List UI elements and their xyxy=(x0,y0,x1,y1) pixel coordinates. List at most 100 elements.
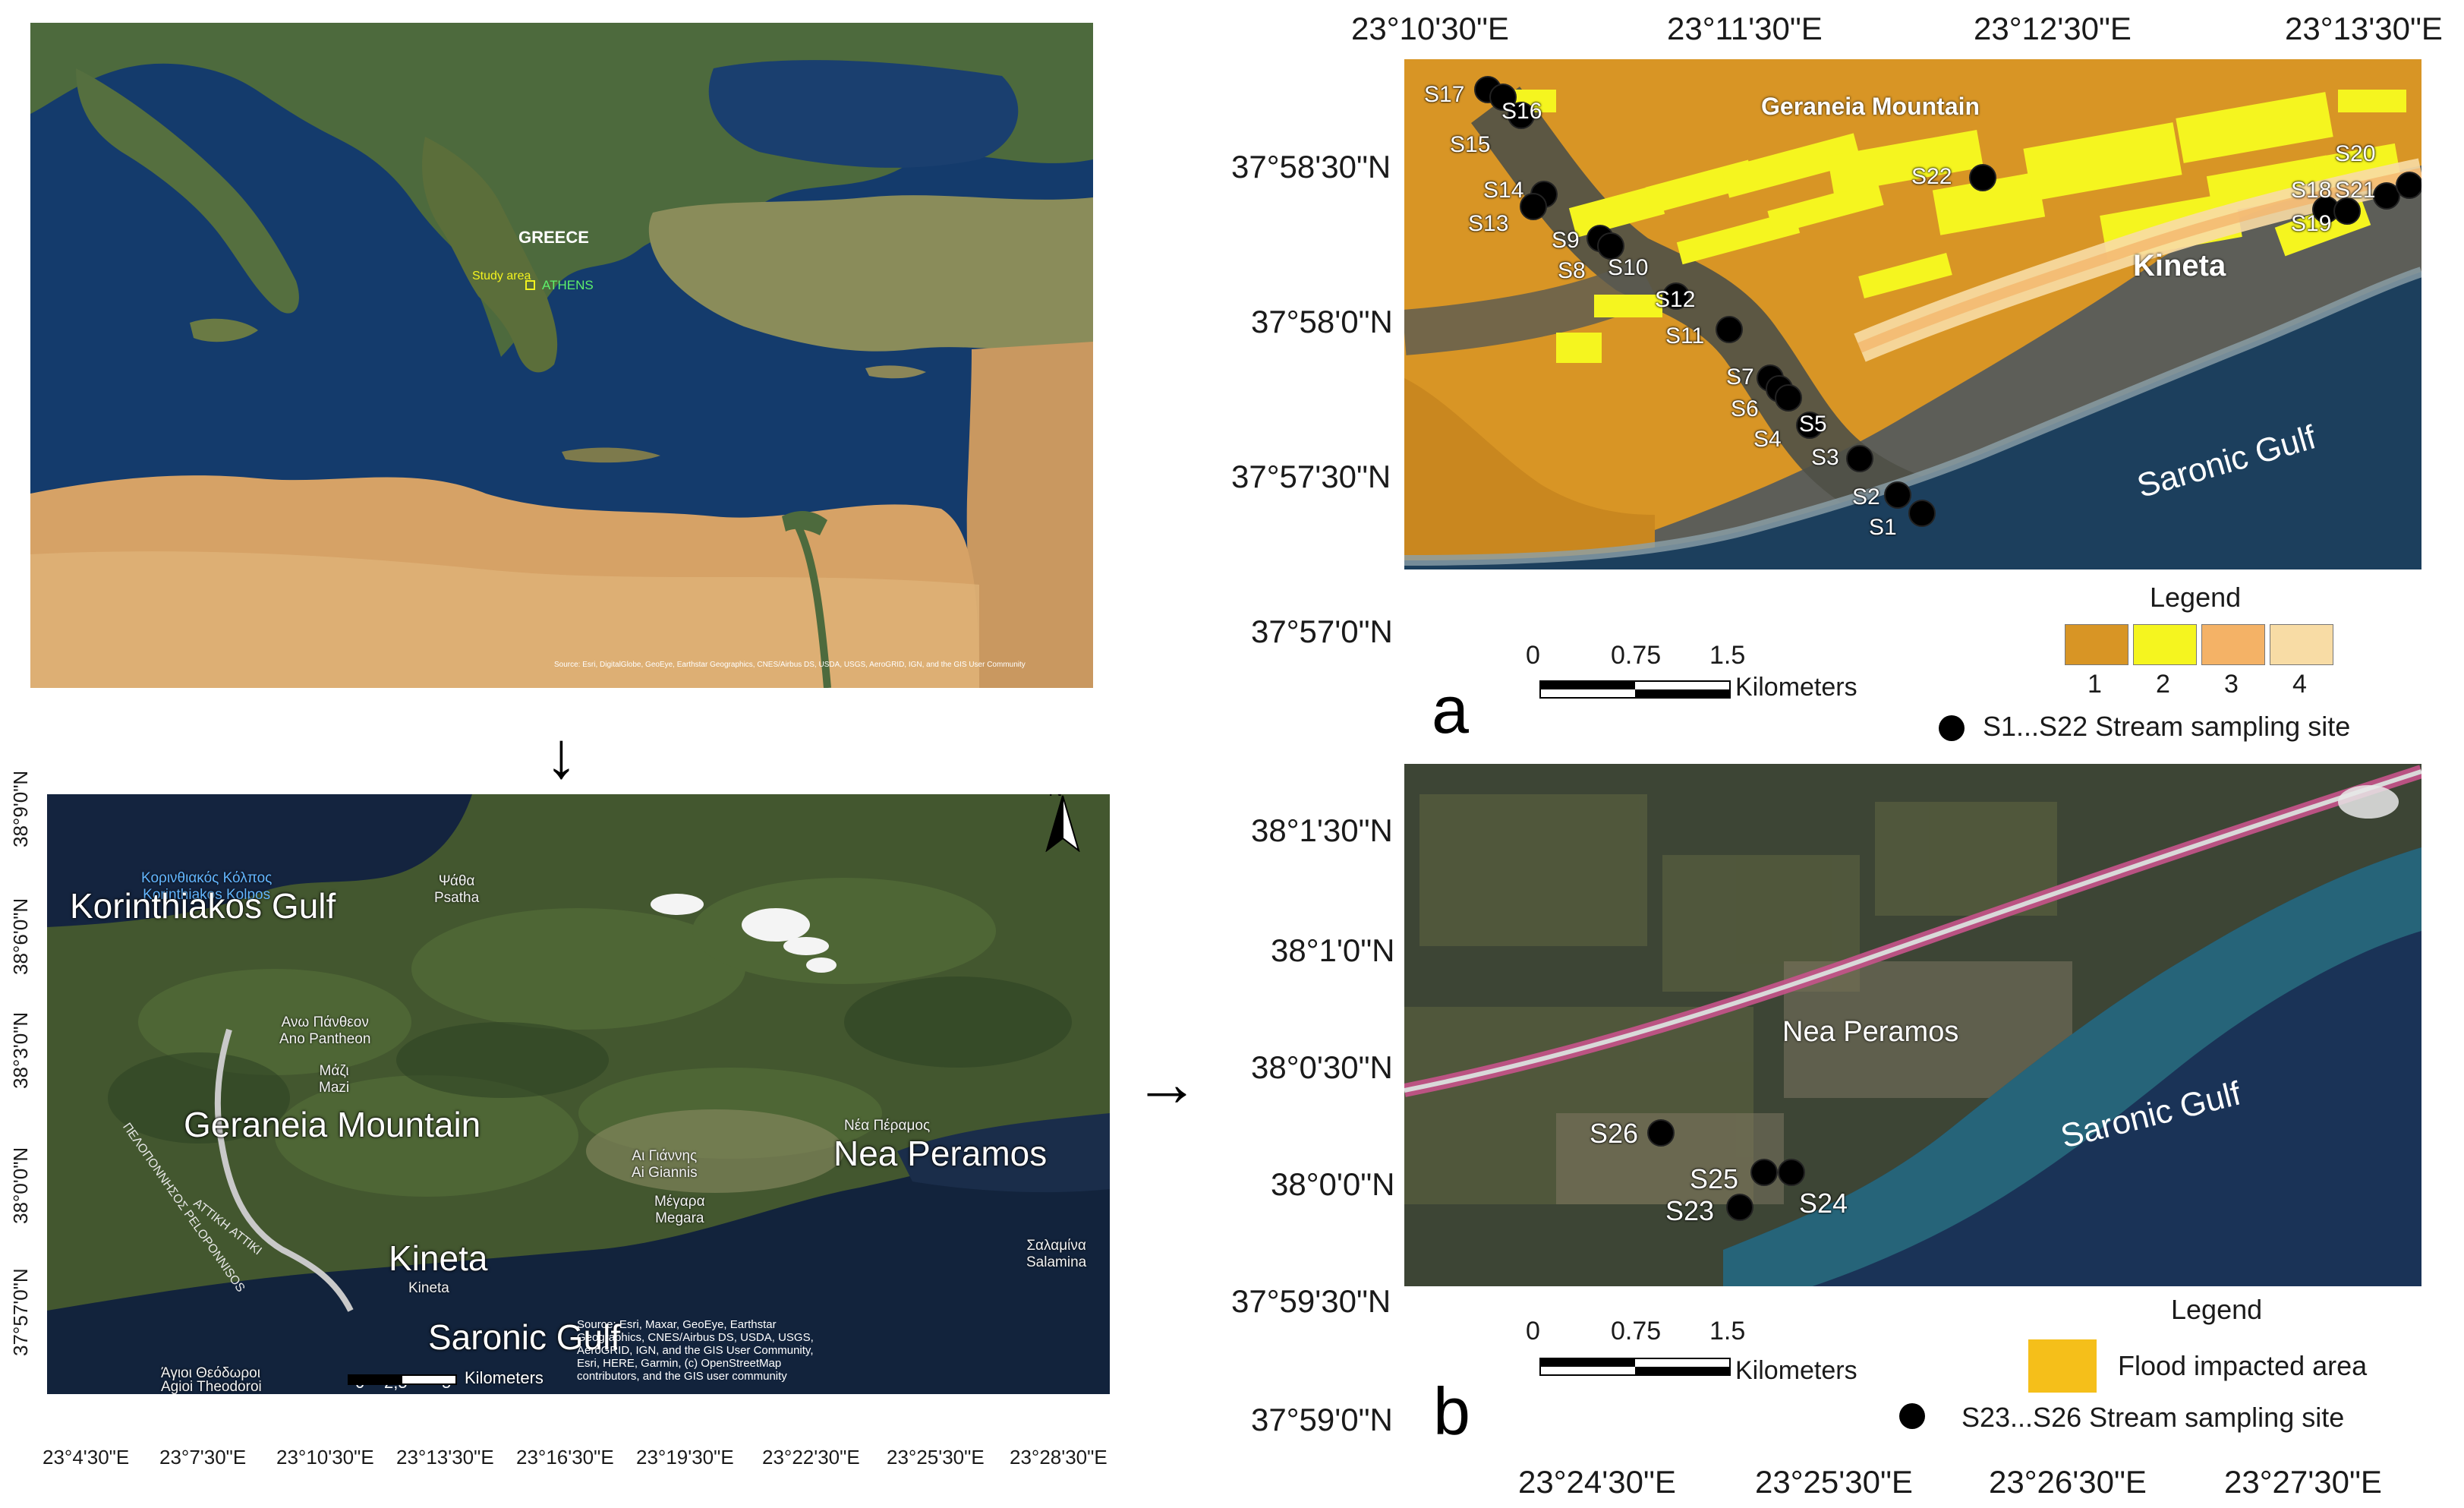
panel-a-lon-tick-2: 23°12'30"E xyxy=(1974,11,2132,46)
panel-a-lon-tick-3: 23°13'30"E xyxy=(2285,11,2443,46)
site-label-s17: S17 xyxy=(1424,82,1465,107)
panel-a-letter: a xyxy=(1432,672,1469,747)
site-label-s14: S14 xyxy=(1483,178,1524,203)
saronic-gulf-label: Saronic Gulf xyxy=(428,1317,621,1357)
panel-b-letter: b xyxy=(1433,1374,1470,1449)
panel-b-lon-tick-2: 23°26'30"E xyxy=(1989,1464,2147,1500)
site-label-s12: S12 xyxy=(1655,287,1696,312)
site-label-s4: S4 xyxy=(1753,427,1782,452)
psatha-label: Ψάθα Psatha xyxy=(434,873,479,907)
panel-a-lat-tick-3: 37°57'0"N xyxy=(1251,614,1393,649)
regional-map-imagery xyxy=(47,794,1110,1394)
panel-b-legend: b 0 0.75 1.5 Kilometers Legend Flood imp… xyxy=(1404,1286,2421,1461)
salamina-greek: Σαλαμίνα xyxy=(1026,1238,1086,1254)
site-label-s3: S3 xyxy=(1811,445,1839,470)
panel-a-legend-site: S1...S22 Stream sampling site xyxy=(1983,711,2351,742)
site-label-s1: S1 xyxy=(1869,515,1897,540)
regional-lon-tick-6: 23°22'30"E xyxy=(762,1446,860,1469)
nea-peramos-greek-label: Νέα Πέραμος xyxy=(844,1118,930,1134)
site-label-s24: S24 xyxy=(1799,1188,1848,1219)
site-label-s18: S18 xyxy=(2291,178,2332,203)
site-marker-s24 xyxy=(1778,1159,1805,1186)
panel-a-legend: a 0 0.75 1.5 Kilometers Legend 1 2 3 4 S… xyxy=(1404,569,2421,761)
north-letter: N xyxy=(1048,794,1063,801)
legend-swatch-flood xyxy=(2028,1339,2097,1393)
site-label-s20: S20 xyxy=(2335,141,2376,166)
kineta-small-label: Kineta xyxy=(408,1280,449,1296)
site-marker-s22 xyxy=(1969,164,1996,191)
site-label-s9: S9 xyxy=(1552,228,1580,253)
ano-pantheon-latin: Ano Pantheon xyxy=(279,1031,371,1047)
megara-label: Μέγαρα Megara xyxy=(654,1194,705,1227)
site-label-s11: S11 xyxy=(1665,323,1705,349)
panel-a-scale-tick-1: 0.75 xyxy=(1611,641,1662,670)
site-marker-s2 xyxy=(1884,481,1911,509)
north-arrow-icon xyxy=(1045,795,1080,852)
regional-lat-tick-0: 38°9'0"N xyxy=(9,770,32,847)
site-marker-s23 xyxy=(1726,1194,1753,1221)
panel-a-lat-tick-1: 37°58'0"N xyxy=(1251,304,1393,339)
panel-a-kineta-label: Kineta xyxy=(2133,249,2226,282)
panel-b-lat-tick-0: 38°1'30"N xyxy=(1251,812,1393,848)
site-marker-s5 xyxy=(1796,412,1823,439)
legend-swatch-class-3 xyxy=(2201,624,2265,665)
megara-greek: Μέγαρα xyxy=(654,1194,705,1210)
panel-b-nea-peramos-label: Nea Peramos xyxy=(1782,1016,1959,1048)
site-label-s2: S2 xyxy=(1852,484,1880,510)
salamina-label: Σαλαμίνα Salamina xyxy=(1026,1238,1086,1271)
legend-swatch-class-4 xyxy=(2270,624,2333,665)
site-marker-s12 xyxy=(1662,282,1690,310)
mazi-greek: Μάζι xyxy=(319,1063,349,1079)
regional-lat-tick-5: 37°57'0"N xyxy=(9,1268,32,1356)
site-marker-s13 xyxy=(1520,193,1547,220)
site-marker-s6b xyxy=(1775,384,1802,412)
site-marker-s16 xyxy=(1508,102,1535,129)
site-label-s23: S23 xyxy=(1665,1195,1715,1226)
site-label-s16: S16 xyxy=(1501,99,1542,124)
panel-b-scale-tick-0: 0 xyxy=(1526,1317,1540,1346)
regional-lon-tick-2: 23°10'30"E xyxy=(276,1446,374,1469)
panel-b-lon-tick-3: 23°27'30"E xyxy=(2224,1464,2382,1500)
regional-lat-tick-2: 38°3'0"N xyxy=(9,1011,32,1089)
site-label-s22: S22 xyxy=(1911,164,1952,189)
overview-credit: Source: Esri, DigitalGlobe, GeoEye, Eart… xyxy=(554,661,1026,669)
site-label-s13: S13 xyxy=(1468,211,1509,236)
korinthiakos-gulf-label: Korinthiakos Gulf xyxy=(70,886,336,926)
site-label-s25: S25 xyxy=(1690,1163,1739,1194)
panel-a-lat-tick-2: 37°57'30"N xyxy=(1231,459,1391,494)
site-label-s6: S6 xyxy=(1731,396,1759,421)
site-marker-s3 xyxy=(1846,445,1873,472)
regional-map: N Κορινθιακός Κόλπος Korinthiakos Kolpos… xyxy=(47,794,1110,1394)
ai-giannis-label: Αι Γιάννης Ai Giannis xyxy=(632,1148,698,1181)
panel-b-legend-title: Legend xyxy=(2171,1294,2263,1325)
regional-lon-tick-3: 23°13'30"E xyxy=(396,1446,494,1469)
regional-credit: Source: Esri, Maxar, GeoEye, Earthstar G… xyxy=(577,1318,814,1383)
panel-b-lat-tick-3: 38°0'0"N xyxy=(1271,1166,1395,1202)
legend-class-4-label: 4 xyxy=(2292,670,2307,699)
legend-swatch-class-1 xyxy=(2065,624,2128,665)
panel-b-map: Nea Peramos Saronic Gulf S26 S25 S24 S23 xyxy=(1404,764,2421,1371)
megara-latin: Megara xyxy=(655,1210,704,1226)
right-arrow: → xyxy=(1134,1047,1199,1120)
legend-site-marker-b xyxy=(1899,1403,1925,1429)
regional-lon-tick-1: 23°7'30"E xyxy=(159,1446,247,1469)
panel-a-lat-tick-0: 37°58'30"N xyxy=(1231,149,1391,185)
site-label-s26: S26 xyxy=(1590,1118,1639,1149)
kineta-label: Kineta xyxy=(389,1238,488,1278)
nea-peramos-label: Nea Peramos xyxy=(833,1134,1048,1173)
site-label-s7: S7 xyxy=(1726,364,1754,390)
site-marker-s20 xyxy=(2396,172,2421,199)
panel-b-lat-tick-4: 37°59'30"N xyxy=(1231,1283,1391,1319)
site-marker-s19 xyxy=(2333,197,2361,225)
regional-lat-tick-1: 38°6'0"N xyxy=(9,898,32,975)
panel-b-lat-tick-5: 37°59'0"N xyxy=(1251,1402,1393,1437)
overview-map: GREECE Study area ATHENS Source: Esri, D… xyxy=(30,23,1093,688)
site-label-s19: S19 xyxy=(2291,211,2332,236)
down-arrow: ↓ xyxy=(545,719,578,792)
site-marker-s26 xyxy=(1647,1119,1675,1147)
panel-a-legend-title: Legend xyxy=(2150,582,2242,613)
panel-b-lat-tick-1: 38°1'0"N xyxy=(1271,932,1395,968)
mazi-latin: Mazi xyxy=(319,1080,350,1096)
panel-b-lon-tick-1: 23°25'30"E xyxy=(1755,1464,1913,1500)
regional-lon-tick-7: 23°25'30"E xyxy=(887,1446,985,1469)
